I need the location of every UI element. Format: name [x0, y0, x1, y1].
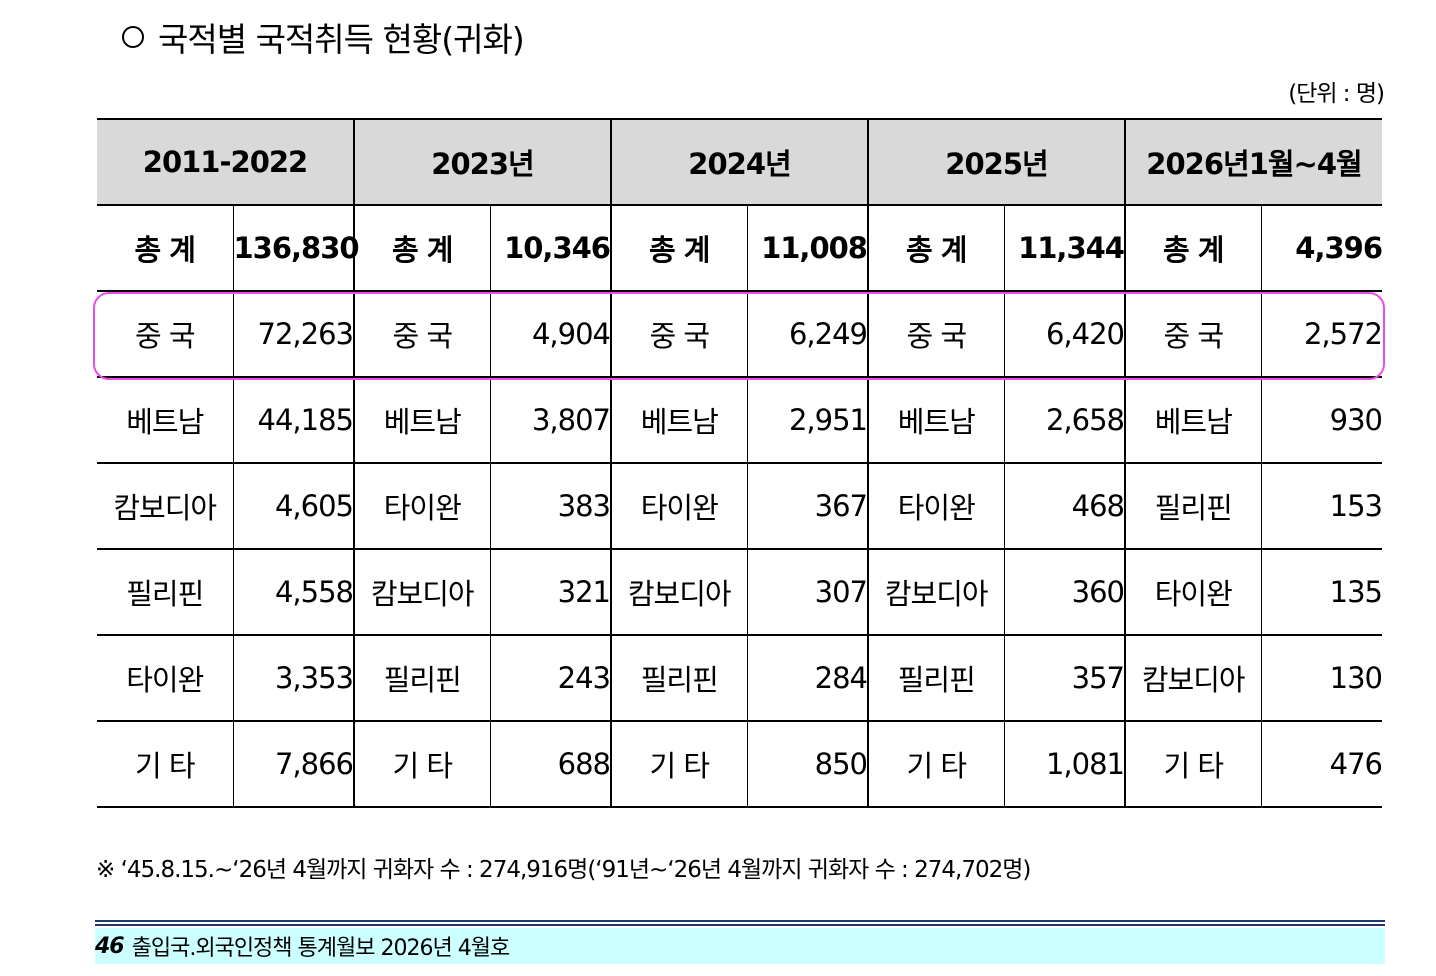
count-value-cell: 135	[1261, 549, 1383, 636]
country-name-cell: 타이완	[868, 463, 1005, 550]
period-header: 2024년	[611, 118, 869, 206]
country-name-cell: 캄보디아	[354, 549, 491, 636]
count-value-cell: 367	[747, 463, 869, 550]
section-title-text: 국적별 국적취득 현황(귀화)	[158, 20, 525, 59]
country-name-cell: 중 국	[611, 291, 748, 378]
count-value-cell: 3,807	[490, 377, 612, 464]
country-row: 베트남 44,185 베트남 3,807 베트남 2,951 베트남 2,658 베트남 930	[97, 377, 1383, 464]
count-value-cell: 2,658	[1004, 377, 1126, 464]
country-name-cell: 총 계	[354, 205, 491, 292]
count-value-cell: 2,951	[747, 377, 869, 464]
footnote: ※ ‘45.8.15.~‘26년 4월까지 귀화자 수 : 274,916명(‘…	[96, 857, 1031, 883]
period-header: 2026년1월~4월	[1125, 118, 1383, 206]
period-header: 2025년	[868, 118, 1126, 206]
total-row: 총 계 136,830 총 계 10,346 총 계 11,008 총 계 11,344 총 계…	[97, 205, 1383, 292]
country-name-cell: 기 타	[611, 721, 748, 808]
count-value-cell: 153	[1261, 463, 1383, 550]
count-value-cell: 476	[1261, 721, 1383, 808]
count-value-cell: 930	[1261, 377, 1383, 464]
count-value-cell: 130	[1261, 635, 1383, 722]
count-value-cell: 4,904	[490, 291, 612, 378]
country-row: 필리핀 4,558 캄보디아 321 캄보디아 307 캄보디아 360 타이완 135	[97, 549, 1383, 636]
page-number: 46	[95, 933, 125, 959]
country-name-cell: 필리핀	[354, 635, 491, 722]
count-value-cell: 321	[490, 549, 612, 636]
country-row: 중 국 72,263 중 국 4,904 중 국 6,249 중 국 6,420 중 국 2,57…	[97, 291, 1383, 378]
footer-divider	[95, 920, 1385, 926]
country-name-cell: 캄보디아	[611, 549, 748, 636]
count-value-cell: 1,081	[1004, 721, 1126, 808]
count-value-cell: 7,866	[233, 721, 355, 808]
country-name-cell: 기 타	[868, 721, 1005, 808]
country-name-cell: 중 국	[97, 291, 234, 378]
country-name-cell: 베트남	[868, 377, 1005, 464]
count-value-cell: 360	[1004, 549, 1126, 636]
country-name-cell: 중 국	[354, 291, 491, 378]
count-value-cell: 688	[490, 721, 612, 808]
country-name-cell: 타이완	[354, 463, 491, 550]
country-name-cell: 베트남	[354, 377, 491, 464]
period-header: 2023년	[354, 118, 612, 206]
country-name-cell: 중 국	[1125, 291, 1262, 378]
count-value-cell: 4,558	[233, 549, 355, 636]
country-name-cell: 캄보디아	[1125, 635, 1262, 722]
period-header: 2011-2022	[97, 118, 355, 206]
country-name-cell: 총 계	[97, 205, 234, 292]
country-name-cell: 캄보디아	[868, 549, 1005, 636]
publication-title: 출입국.외국인정책 통계월보 2026년 4월호	[131, 936, 511, 961]
country-name-cell: 필리핀	[868, 635, 1005, 722]
count-value-cell: 3,353	[233, 635, 355, 722]
count-value-cell: 850	[747, 721, 869, 808]
count-value-cell: 383	[490, 463, 612, 550]
count-value-cell: 6,420	[1004, 291, 1126, 378]
country-name-cell: 총 계	[1125, 205, 1262, 292]
country-name-cell: 기 타	[1125, 721, 1262, 808]
country-name-cell: 타이완	[97, 635, 234, 722]
country-name-cell: 타이완	[1125, 549, 1262, 636]
count-value-cell: 307	[747, 549, 869, 636]
count-value-cell: 11,344	[1004, 205, 1126, 292]
count-value-cell: 4,396	[1261, 205, 1383, 292]
country-name-cell: 필리핀	[611, 635, 748, 722]
page-footer: 46 출입국.외국인정책 통계월보 2026년 4월호	[95, 928, 1385, 964]
count-value-cell: 44,185	[233, 377, 355, 464]
country-name-cell: 중 국	[868, 291, 1005, 378]
country-name-cell: 총 계	[868, 205, 1005, 292]
country-name-cell: 기 타	[97, 721, 234, 808]
count-value-cell: 136,830	[233, 205, 360, 292]
country-name-cell: 베트남	[97, 377, 234, 464]
count-value-cell: 284	[747, 635, 869, 722]
country-row: 캄보디아 4,605 타이완 383 타이완 367 타이완 468 필리핀 153	[97, 463, 1383, 550]
count-value-cell: 468	[1004, 463, 1126, 550]
count-value-cell: 2,572	[1261, 291, 1383, 378]
country-name-cell: 타이완	[611, 463, 748, 550]
circle-bullet-icon	[122, 26, 144, 48]
count-value-cell: 11,008	[747, 205, 869, 292]
count-value-cell: 6,249	[747, 291, 869, 378]
count-value-cell: 10,346	[490, 205, 612, 292]
unit-label: (단위 : 명)	[1288, 81, 1385, 107]
count-value-cell: 72,263	[233, 291, 355, 378]
count-value-cell: 357	[1004, 635, 1126, 722]
country-name-cell: 베트남	[611, 377, 748, 464]
naturalization-table: 2011-2022 2023년 2024년 2025년 2026년1월~4월 총…	[97, 118, 1383, 808]
country-row: 타이완 3,353 필리핀 243 필리핀 284 필리핀 357 캄보디아 130	[97, 635, 1383, 722]
count-value-cell: 4,605	[233, 463, 355, 550]
country-name-cell: 총 계	[611, 205, 748, 292]
count-value-cell: 243	[490, 635, 612, 722]
country-name-cell: 필리핀	[97, 549, 234, 636]
country-name-cell: 캄보디아	[97, 463, 234, 550]
period-header-row: 2011-2022 2023년 2024년 2025년 2026년1월~4월	[97, 118, 1383, 206]
country-row: 기 타 7,866 기 타 688 기 타 850 기 타 1,081 기 타 476	[97, 721, 1383, 808]
country-name-cell: 베트남	[1125, 377, 1262, 464]
section-title: 국적별 국적취득 현황(귀화)	[122, 14, 525, 60]
country-name-cell: 필리핀	[1125, 463, 1262, 550]
country-name-cell: 기 타	[354, 721, 491, 808]
